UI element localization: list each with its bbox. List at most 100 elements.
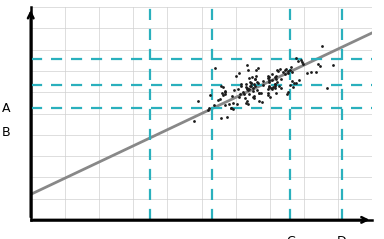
Point [272, 75, 278, 79]
Point [266, 78, 272, 82]
Point [243, 86, 249, 89]
Point [256, 91, 262, 95]
Point [252, 77, 258, 81]
Point [266, 80, 272, 84]
Point [275, 69, 281, 73]
Text: D: D [337, 235, 346, 239]
Point [285, 90, 291, 94]
Point [244, 99, 250, 103]
Point [298, 59, 304, 62]
Point [271, 86, 278, 90]
Point [241, 92, 247, 95]
Point [238, 84, 244, 87]
Point [268, 78, 275, 82]
Point [272, 82, 278, 86]
Point [280, 71, 286, 74]
Point [315, 62, 321, 65]
Point [222, 92, 228, 96]
Point [256, 99, 262, 103]
Point [260, 84, 266, 87]
Point [274, 80, 280, 84]
Point [329, 63, 336, 66]
Point [265, 93, 271, 97]
Point [236, 95, 242, 99]
Point [249, 75, 255, 79]
Text: B: B [2, 126, 10, 139]
Point [248, 81, 254, 85]
Point [290, 70, 296, 74]
Point [238, 82, 244, 86]
Point [265, 87, 271, 91]
Text: C: C [286, 235, 295, 239]
Point [235, 87, 241, 91]
Point [278, 77, 284, 81]
Point [250, 95, 257, 98]
Point [251, 96, 257, 100]
Point [313, 71, 319, 74]
Point [293, 81, 299, 85]
Point [245, 87, 251, 91]
Point [296, 78, 302, 81]
Point [273, 77, 279, 81]
Point [291, 81, 298, 85]
Point [233, 74, 239, 78]
Point [273, 74, 279, 78]
Point [205, 108, 212, 112]
Point [245, 88, 252, 92]
Point [228, 94, 235, 98]
Point [226, 102, 232, 106]
Point [317, 64, 323, 68]
Point [281, 72, 288, 76]
Point [266, 75, 272, 79]
Point [252, 84, 258, 88]
Point [224, 115, 230, 119]
Point [276, 84, 282, 88]
Point [251, 82, 257, 86]
Point [287, 69, 293, 72]
Point [284, 92, 290, 96]
Point [212, 66, 218, 70]
Point [228, 107, 234, 110]
Point [276, 67, 283, 71]
Point [300, 62, 306, 66]
Point [248, 84, 254, 87]
Point [290, 85, 296, 89]
Point [285, 71, 291, 75]
Point [258, 92, 264, 95]
Point [255, 81, 261, 85]
Point [272, 84, 278, 88]
Point [211, 103, 217, 107]
Point [237, 92, 243, 96]
Point [222, 89, 228, 93]
Point [319, 44, 325, 48]
Point [230, 101, 236, 105]
Point [299, 60, 305, 64]
Point [254, 88, 260, 92]
Point [247, 81, 253, 84]
Text: A: A [2, 102, 10, 115]
Point [246, 76, 252, 80]
Point [242, 96, 248, 100]
Point [285, 69, 291, 73]
Point [253, 75, 259, 78]
Point [272, 81, 278, 85]
Point [219, 92, 225, 95]
Point [308, 70, 314, 74]
Point [268, 87, 275, 91]
Point [260, 79, 266, 83]
Point [245, 102, 251, 106]
Point [207, 94, 213, 98]
Point [282, 68, 288, 72]
Point [324, 86, 330, 90]
Point [267, 95, 273, 99]
Point [248, 81, 254, 85]
Point [220, 93, 227, 97]
Point [266, 85, 273, 89]
Point [244, 87, 250, 91]
Point [232, 88, 238, 92]
Point [245, 68, 251, 72]
Point [255, 66, 262, 70]
Point [247, 84, 253, 88]
Point [265, 75, 271, 78]
Point [256, 91, 262, 95]
